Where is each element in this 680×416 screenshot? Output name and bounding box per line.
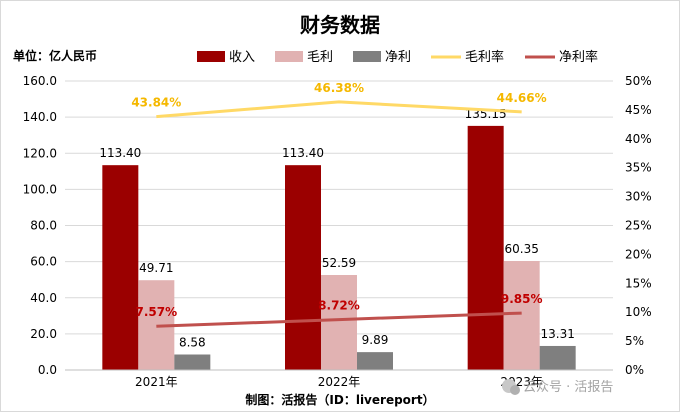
legend-label: 毛利率 <box>465 49 504 65</box>
bar-毛利 <box>503 260 540 370</box>
right-axis: 0% 5% 10% 15% 20% 25% 30% 35% 40% 45% 50% <box>625 74 652 377</box>
bar-value-label: 52.59 <box>322 256 356 270</box>
right-tick-label: 40% <box>625 132 652 146</box>
line-毛利率 <box>156 100 522 119</box>
right-tick-label: 5% <box>625 334 644 348</box>
legend-swatch <box>197 51 225 62</box>
left-tick-label: 120.0 <box>23 146 57 160</box>
legend-item-收入: 收入 <box>197 50 255 65</box>
left-tick-label: 0.0 <box>38 363 57 377</box>
right-tick-label: 15% <box>625 276 652 290</box>
legend-item-净利: 净利 <box>353 50 411 65</box>
bar-value-label: 13.31 <box>540 327 574 341</box>
x-tick-label: 2022年 <box>318 375 361 389</box>
right-tick-label: 0% <box>625 363 644 377</box>
legend-swatch <box>353 51 381 62</box>
left-tick-label: 100.0 <box>23 182 57 196</box>
right-tick-label: 50% <box>625 74 652 88</box>
left-tick-label: 40.0 <box>30 291 57 305</box>
bar-净利 <box>357 352 393 370</box>
bar-value-label: 113.40 <box>282 146 324 160</box>
left-tick-label: 140.0 <box>23 110 57 124</box>
bar-value-label: 8.58 <box>179 336 206 350</box>
line-净利率 <box>156 311 522 328</box>
bar-value-label: 113.40 <box>99 146 141 160</box>
legend-item-毛利率: 毛利率 <box>431 49 504 65</box>
line-value-label: 7.57% <box>136 305 178 319</box>
line-value-label: 44.66% <box>497 91 547 105</box>
left-axis: 0.0 20.0 40.0 60.0 80.0 100.0 120.0 140.0 160.0 <box>23 74 57 377</box>
line-series: 43.84% 46.38% 44.66% 7.57% 8.72% 9.85% <box>131 81 547 328</box>
x-axis: 2021年 2022年 2023年 <box>65 369 613 389</box>
bar-value-label: 60.35 <box>504 242 538 256</box>
left-tick-label: 80.0 <box>30 219 57 233</box>
right-tick-label: 45% <box>625 103 652 117</box>
bar-value-label: 49.71 <box>139 261 173 275</box>
right-tick-label: 25% <box>625 219 652 233</box>
legend: 收入 毛利 净利 毛利率 净利率 <box>197 49 598 65</box>
legend-swatch <box>275 51 303 62</box>
line-value-label: 8.72% <box>318 299 360 313</box>
bar-收入 <box>102 165 139 370</box>
legend-label: 净利 <box>385 50 411 65</box>
wechat-icon-inner <box>510 385 520 395</box>
line-value-label: 9.85% <box>501 292 543 306</box>
unit-label: 单位：亿人民币 <box>13 48 97 63</box>
x-tick-label: 2021年 <box>135 375 178 389</box>
legend-label: 收入 <box>229 50 255 65</box>
bar-value-label: 9.89 <box>362 333 389 347</box>
bar-净利 <box>174 354 211 370</box>
source-note: 制图：活报告（ID：livereport） <box>245 392 434 407</box>
left-tick-label: 160.0 <box>23 74 57 88</box>
legend-item-毛利: 毛利 <box>275 50 333 65</box>
bar-收入 <box>285 165 321 370</box>
legend-item-净利率: 净利率 <box>525 49 598 65</box>
legend-label: 毛利 <box>307 50 333 65</box>
right-tick-label: 10% <box>625 305 652 319</box>
chart-title: 财务数据 <box>300 13 380 37</box>
right-tick-label: 30% <box>625 190 652 204</box>
left-tick-label: 60.0 <box>30 255 57 269</box>
left-tick-label: 20.0 <box>30 327 57 341</box>
bar-收入 <box>467 125 504 370</box>
right-tick-label: 20% <box>625 247 652 261</box>
legend-label: 净利率 <box>559 49 598 65</box>
bar-毛利 <box>321 275 357 370</box>
watermark-text: 云众号 · 活报告 <box>523 380 613 395</box>
line-value-label: 43.84% <box>131 96 181 110</box>
watermark: 云众号 · 活报告 <box>502 379 613 395</box>
line-value-label: 46.38% <box>314 81 364 95</box>
right-tick-label: 35% <box>625 161 652 175</box>
bar-净利 <box>539 345 576 370</box>
